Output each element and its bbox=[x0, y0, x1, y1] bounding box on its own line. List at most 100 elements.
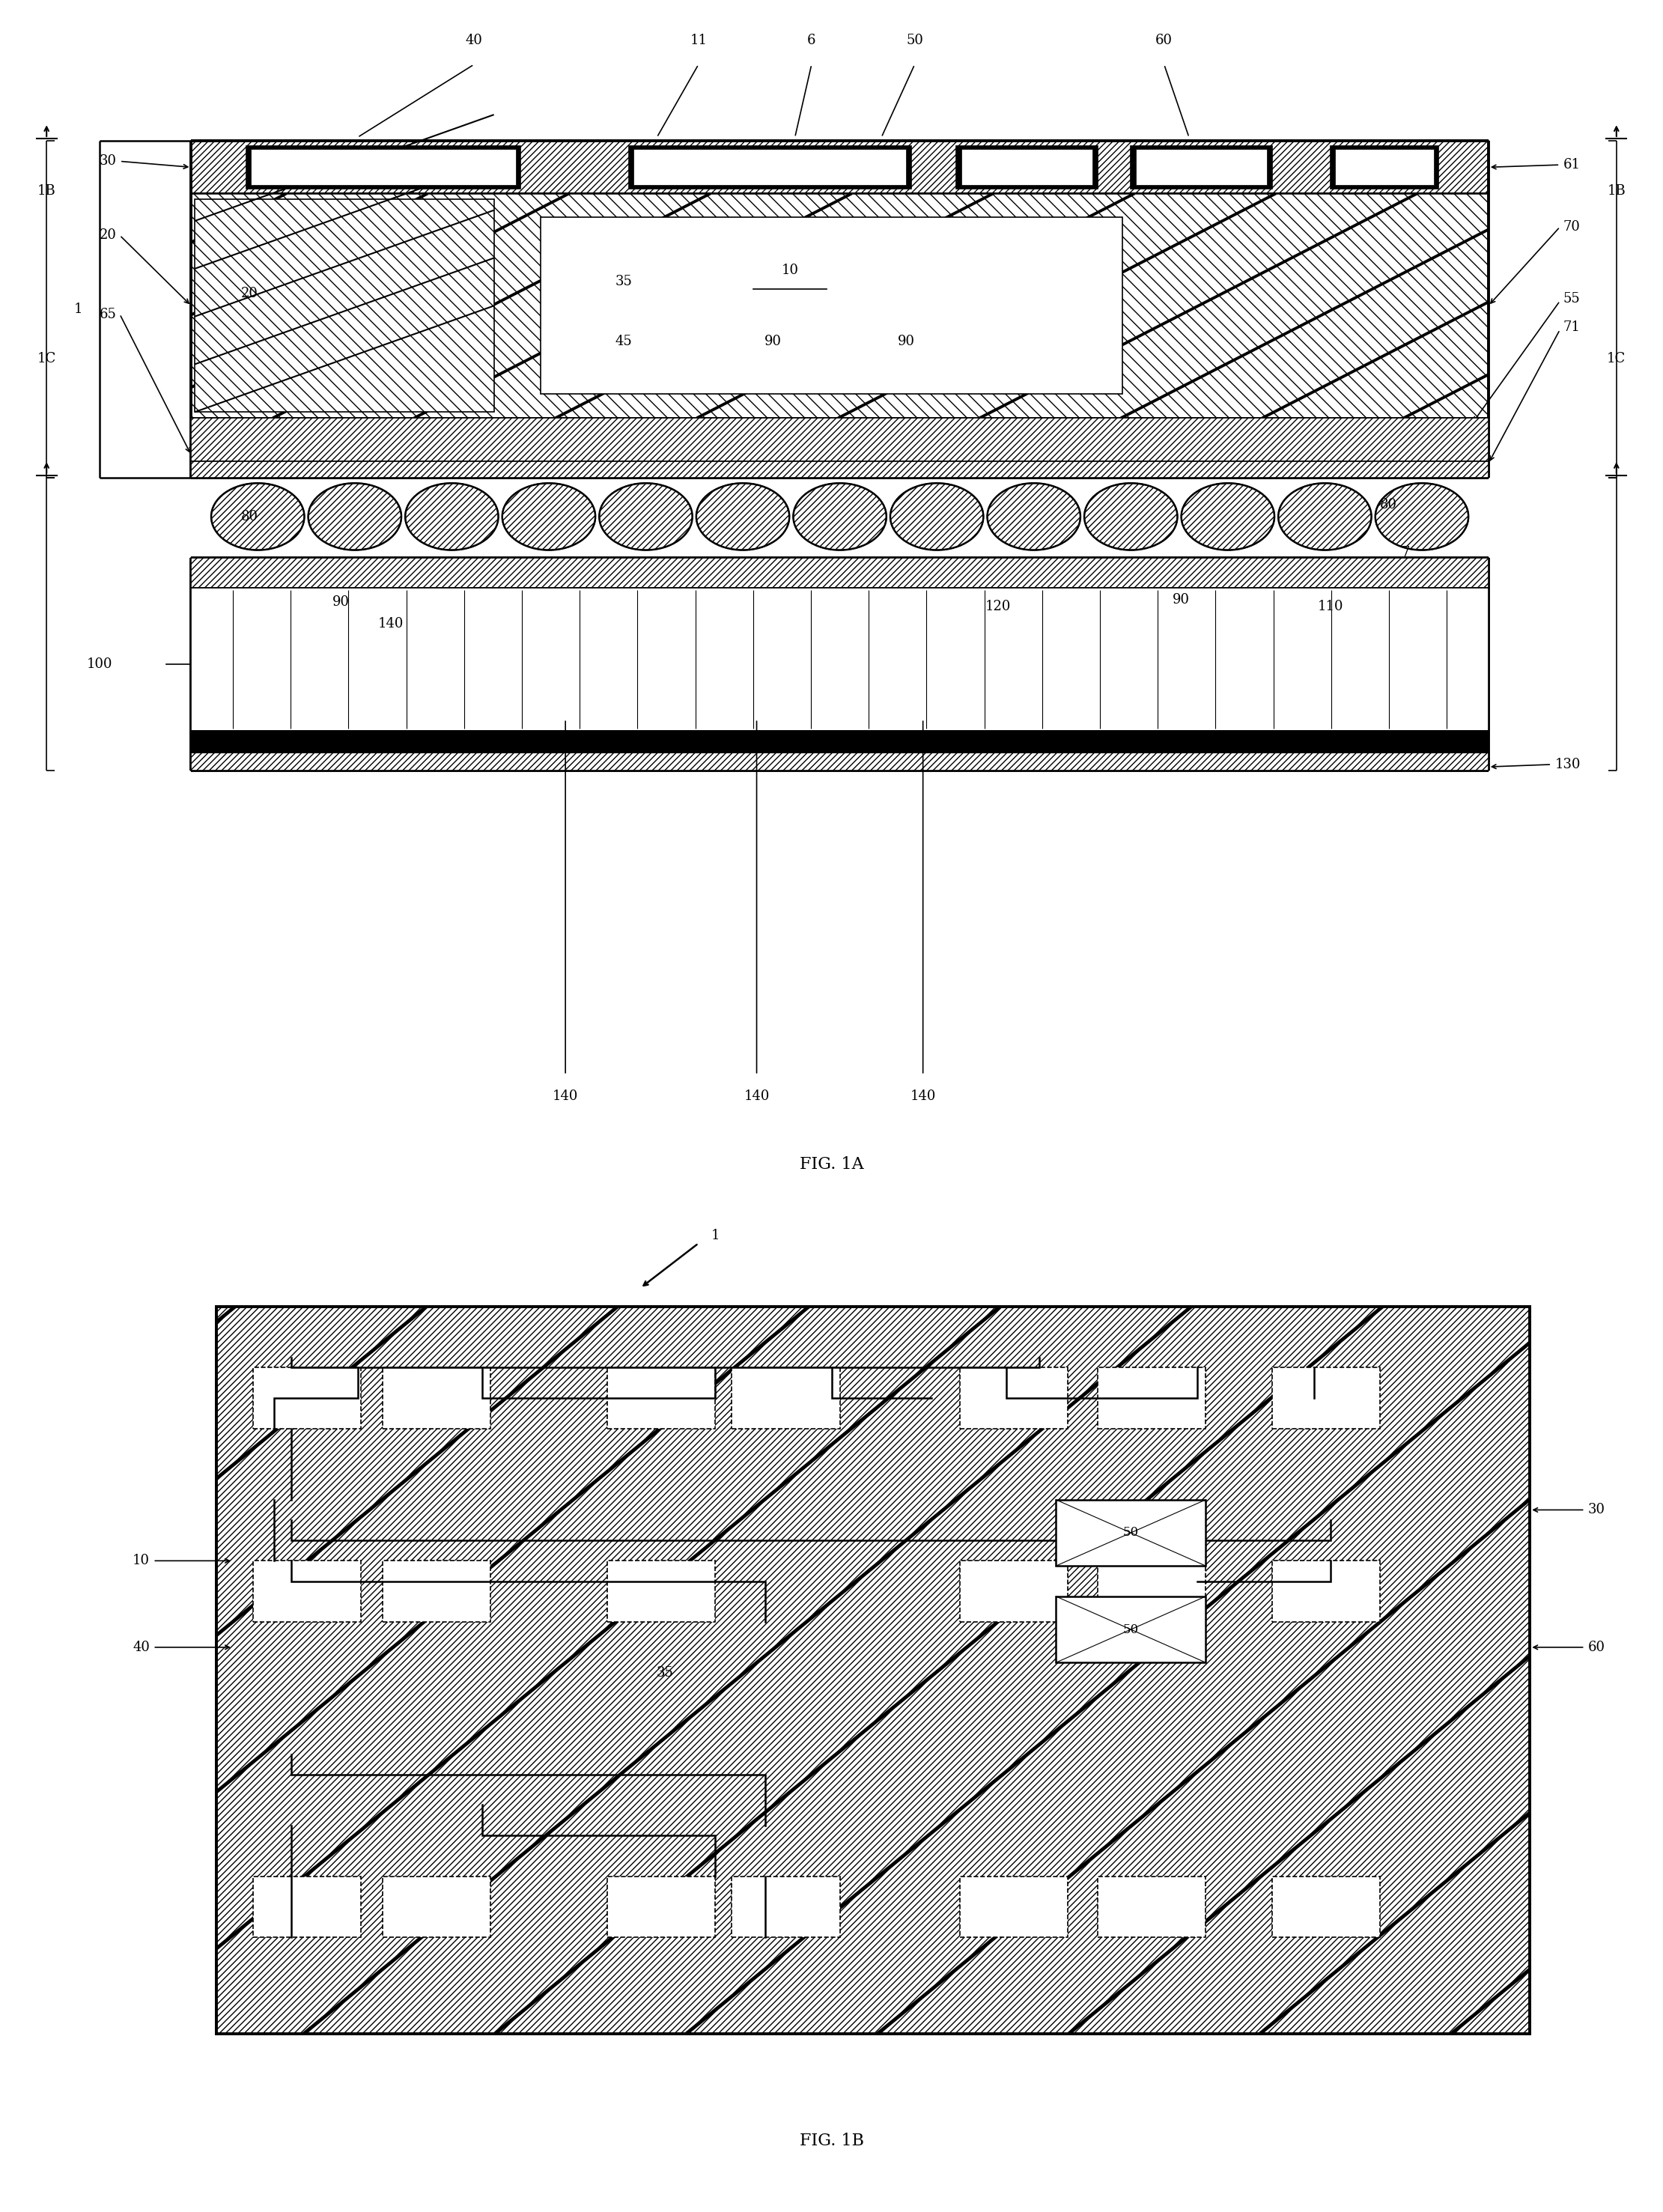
Bar bbox=[382, 1876, 491, 1938]
Text: 100: 100 bbox=[86, 657, 113, 670]
Bar bbox=[1098, 1562, 1206, 1621]
Circle shape bbox=[988, 482, 1081, 551]
Bar bbox=[1330, 146, 1438, 188]
Text: 1B: 1B bbox=[37, 184, 57, 197]
Bar bbox=[607, 1876, 715, 1938]
Circle shape bbox=[406, 482, 499, 551]
Bar bbox=[960, 1367, 1068, 1429]
Circle shape bbox=[890, 482, 983, 551]
Bar bbox=[253, 1367, 361, 1429]
Text: 1: 1 bbox=[710, 1228, 720, 1241]
Text: 10: 10 bbox=[133, 1555, 150, 1568]
Text: 60: 60 bbox=[1156, 33, 1172, 46]
Bar bbox=[253, 1562, 361, 1621]
Bar bbox=[961, 150, 1093, 186]
Bar bbox=[1056, 1500, 1206, 1566]
Bar bbox=[1131, 146, 1272, 188]
Text: 1C: 1C bbox=[37, 352, 57, 365]
Bar bbox=[956, 146, 1098, 188]
Text: 140: 140 bbox=[910, 1091, 936, 1104]
Text: 55: 55 bbox=[1563, 292, 1580, 305]
Text: 80: 80 bbox=[241, 511, 258, 524]
Bar bbox=[191, 588, 1488, 730]
Bar bbox=[246, 146, 521, 188]
Text: 20: 20 bbox=[241, 288, 258, 301]
Circle shape bbox=[308, 482, 401, 551]
Text: 140: 140 bbox=[743, 1091, 770, 1104]
Bar bbox=[1136, 150, 1267, 186]
Bar bbox=[253, 1876, 361, 1938]
Text: 6: 6 bbox=[807, 33, 817, 46]
Text: 30: 30 bbox=[1588, 1504, 1605, 1517]
Bar bbox=[191, 557, 1488, 588]
Text: 90: 90 bbox=[1172, 593, 1189, 606]
Text: 1: 1 bbox=[73, 303, 83, 316]
Circle shape bbox=[1375, 482, 1468, 551]
Bar bbox=[1098, 1876, 1206, 1938]
Text: 10: 10 bbox=[782, 263, 798, 276]
Text: 71: 71 bbox=[1563, 321, 1580, 334]
Text: 70: 70 bbox=[1563, 221, 1580, 234]
Bar bbox=[251, 150, 516, 186]
Text: 11: 11 bbox=[690, 33, 707, 46]
Text: 35: 35 bbox=[657, 1666, 674, 1679]
Text: 110: 110 bbox=[1317, 599, 1344, 613]
Text: 30: 30 bbox=[100, 155, 116, 168]
Text: 1B: 1B bbox=[1606, 184, 1626, 197]
Text: 140: 140 bbox=[378, 617, 404, 630]
Text: 50: 50 bbox=[1123, 1526, 1139, 1540]
Text: 140: 140 bbox=[552, 1091, 579, 1104]
Bar bbox=[195, 199, 494, 411]
Bar bbox=[607, 1367, 715, 1429]
Bar bbox=[191, 418, 1488, 460]
Bar bbox=[191, 192, 1488, 418]
Text: 20: 20 bbox=[100, 228, 116, 241]
Bar bbox=[191, 730, 1488, 752]
Circle shape bbox=[1181, 482, 1274, 551]
Text: 90: 90 bbox=[333, 595, 349, 608]
Text: 80: 80 bbox=[1380, 498, 1397, 511]
Bar bbox=[1272, 1367, 1380, 1429]
Text: 7: 7 bbox=[1400, 546, 1410, 560]
Bar bbox=[216, 1307, 1530, 2035]
Bar bbox=[191, 460, 1488, 478]
Bar bbox=[382, 1562, 491, 1621]
Text: 40: 40 bbox=[466, 33, 482, 46]
Text: 1C: 1C bbox=[1606, 352, 1626, 365]
Text: 90: 90 bbox=[898, 334, 915, 347]
Bar bbox=[1272, 1876, 1380, 1938]
Circle shape bbox=[599, 482, 692, 551]
Bar bbox=[1272, 1562, 1380, 1621]
Text: 50: 50 bbox=[1123, 1624, 1139, 1637]
Bar bbox=[1056, 1597, 1206, 1663]
Bar bbox=[629, 146, 911, 188]
Text: 40: 40 bbox=[133, 1641, 150, 1655]
Text: 45: 45 bbox=[615, 334, 632, 347]
Text: 35: 35 bbox=[615, 274, 632, 288]
Bar bbox=[634, 150, 906, 186]
Text: 65: 65 bbox=[100, 307, 116, 321]
Bar bbox=[1335, 150, 1434, 186]
Bar bbox=[216, 1307, 1530, 2035]
Text: 90: 90 bbox=[765, 334, 782, 347]
Bar bbox=[1098, 1367, 1206, 1429]
Circle shape bbox=[697, 482, 790, 551]
Text: 130: 130 bbox=[1555, 759, 1582, 772]
Bar bbox=[191, 142, 1488, 192]
Bar bbox=[540, 217, 1123, 394]
Bar bbox=[732, 1367, 840, 1429]
Bar bbox=[382, 1367, 491, 1429]
Circle shape bbox=[211, 482, 304, 551]
Bar bbox=[732, 1876, 840, 1938]
Bar bbox=[216, 1307, 1530, 2035]
Text: 60: 60 bbox=[1588, 1641, 1605, 1655]
Bar bbox=[191, 752, 1488, 770]
Circle shape bbox=[502, 482, 595, 551]
Circle shape bbox=[793, 482, 886, 551]
Text: 61: 61 bbox=[1563, 157, 1580, 173]
Text: 120: 120 bbox=[984, 599, 1011, 613]
Circle shape bbox=[1279, 482, 1372, 551]
Text: FIG. 1A: FIG. 1A bbox=[800, 1157, 863, 1172]
Bar bbox=[607, 1562, 715, 1621]
Circle shape bbox=[1084, 482, 1177, 551]
